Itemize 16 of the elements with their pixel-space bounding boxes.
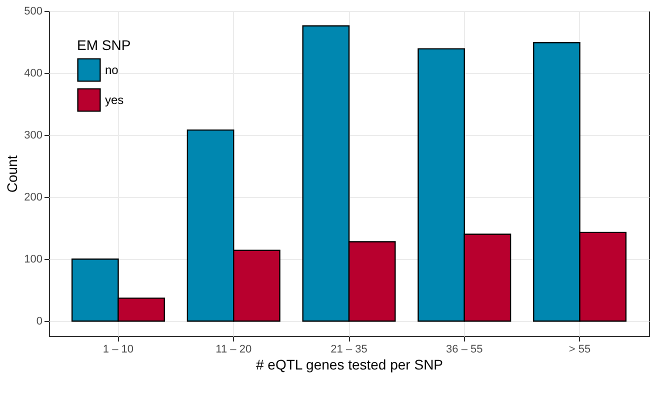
y-axis-title: Count [4,155,20,193]
legend-title: EM SNP [77,37,131,53]
x-axis-title: # eQTL genes tested per SNP [256,356,444,372]
x-tick-label: 21 – 35 [330,344,368,356]
y-tick-label: 400 [24,68,42,80]
legend-label: no [105,63,119,77]
legend-label: yes [105,93,124,107]
x-tick-label: 11 – 20 [216,344,252,356]
x-tick-label: 36 – 55 [446,344,483,356]
y-tick-label: 500 [24,6,42,18]
y-tick-label: 100 [24,254,42,266]
y-tick-label: 300 [24,130,42,142]
x-tick-label: > 55 [568,344,591,356]
x-tick-label: 1 – 10 [102,344,134,356]
y-tick-label: 200 [24,192,42,204]
y-tick-label: 0 [36,316,42,328]
